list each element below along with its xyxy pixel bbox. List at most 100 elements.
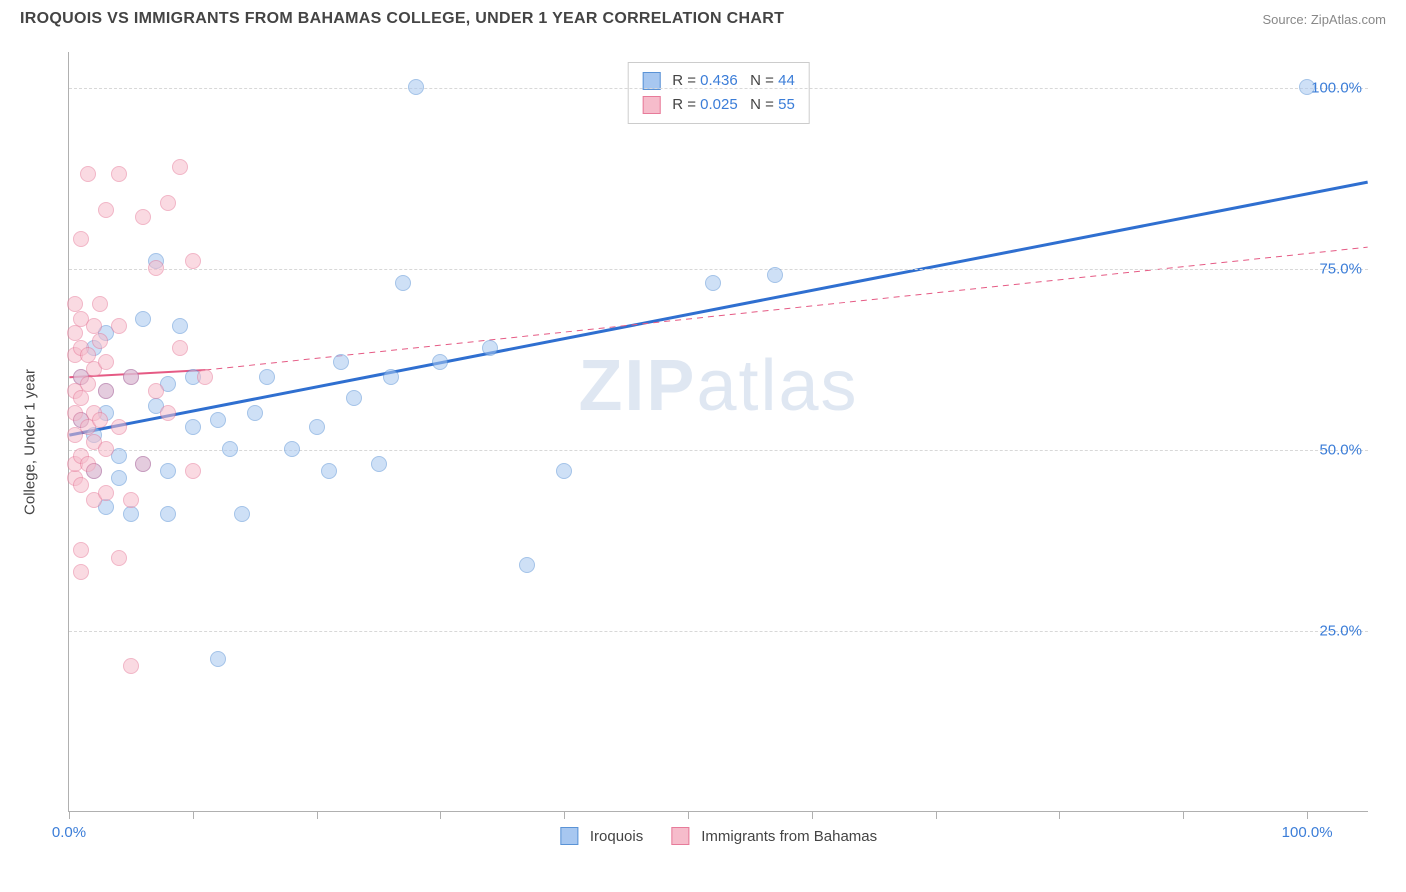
x-tick — [1059, 811, 1060, 819]
plot-area: ZIPatlas R = 0.436 N = 44R = 0.025 N = 5… — [68, 52, 1368, 812]
data-point — [111, 550, 127, 566]
legend-swatch — [642, 96, 660, 114]
data-point — [247, 405, 263, 421]
data-point — [210, 651, 226, 667]
data-point — [210, 412, 226, 428]
chart-title: IROQUOIS VS IMMIGRANTS FROM BAHAMAS COLL… — [20, 10, 784, 28]
data-point — [98, 485, 114, 501]
trend-line — [205, 247, 1367, 370]
data-point — [135, 311, 151, 327]
data-point — [92, 296, 108, 312]
data-point — [148, 260, 164, 276]
y-tick-label: 50.0% — [1319, 442, 1362, 459]
data-point — [160, 195, 176, 211]
data-point — [321, 463, 337, 479]
data-point — [73, 542, 89, 558]
data-point — [98, 383, 114, 399]
grid-line — [69, 269, 1368, 270]
x-tick — [688, 811, 689, 819]
x-tick — [317, 811, 318, 819]
legend-stat: R = 0.025 N = 55 — [672, 93, 795, 117]
data-point — [123, 369, 139, 385]
correlation-legend: R = 0.436 N = 44R = 0.025 N = 55 — [627, 62, 810, 124]
data-point — [222, 441, 238, 457]
source-attribution: Source: ZipAtlas.com — [1262, 12, 1386, 27]
data-point — [160, 463, 176, 479]
data-point — [197, 369, 213, 385]
data-point — [160, 506, 176, 522]
data-point — [333, 354, 349, 370]
data-point — [80, 166, 96, 182]
data-point — [111, 419, 127, 435]
x-tick — [812, 811, 813, 819]
data-point — [160, 405, 176, 421]
data-point — [73, 390, 89, 406]
data-point — [98, 441, 114, 457]
data-point — [383, 369, 399, 385]
legend-swatch — [560, 827, 578, 845]
data-point — [86, 463, 102, 479]
data-point — [767, 267, 783, 283]
grid-line — [69, 450, 1368, 451]
data-point — [73, 231, 89, 247]
data-point — [73, 477, 89, 493]
data-point — [135, 209, 151, 225]
data-point — [98, 202, 114, 218]
data-point — [556, 463, 572, 479]
legend-label: Iroquois — [590, 828, 643, 845]
legend-swatch — [671, 827, 689, 845]
data-point — [346, 390, 362, 406]
data-point — [234, 506, 250, 522]
trend-line — [69, 182, 1367, 435]
data-point — [73, 564, 89, 580]
series-legend: Iroquois Immigrants from Bahamas — [560, 827, 877, 845]
top-legend-row: R = 0.436 N = 44 — [642, 69, 795, 93]
data-point — [1299, 79, 1315, 95]
data-point — [92, 412, 108, 428]
data-point — [123, 506, 139, 522]
data-point — [92, 333, 108, 349]
header: IROQUOIS VS IMMIGRANTS FROM BAHAMAS COLL… — [0, 0, 1406, 34]
data-point — [185, 419, 201, 435]
y-tick-label: 75.0% — [1319, 261, 1362, 278]
grid-line — [69, 631, 1368, 632]
data-point — [111, 318, 127, 334]
watermark: ZIPatlas — [578, 345, 858, 427]
x-tick-label: 0.0% — [52, 824, 86, 841]
legend-stat: R = 0.436 N = 44 — [672, 69, 795, 93]
data-point — [705, 275, 721, 291]
data-point — [408, 79, 424, 95]
y-tick-label: 25.0% — [1319, 623, 1362, 640]
data-point — [371, 456, 387, 472]
y-axis-title: College, Under 1 year — [22, 369, 39, 515]
data-point — [432, 354, 448, 370]
data-point — [135, 456, 151, 472]
data-point — [148, 383, 164, 399]
data-point — [172, 340, 188, 356]
x-tick — [564, 811, 565, 819]
top-legend-row: R = 0.025 N = 55 — [642, 93, 795, 117]
data-point — [185, 253, 201, 269]
data-point — [80, 376, 96, 392]
data-point — [259, 369, 275, 385]
bottom-legend-item: Iroquois — [560, 827, 643, 845]
data-point — [519, 557, 535, 573]
data-point — [309, 419, 325, 435]
y-tick-label: 100.0% — [1311, 80, 1362, 97]
data-point — [172, 159, 188, 175]
x-tick-label: 100.0% — [1282, 824, 1333, 841]
chart-container: College, Under 1 year ZIPatlas R = 0.436… — [20, 42, 1386, 842]
grid-line — [69, 88, 1368, 89]
x-tick — [440, 811, 441, 819]
bottom-legend-item: Immigrants from Bahamas — [671, 827, 877, 845]
data-point — [284, 441, 300, 457]
data-point — [185, 463, 201, 479]
x-tick — [1183, 811, 1184, 819]
data-point — [111, 470, 127, 486]
data-point — [482, 340, 498, 356]
x-tick — [1307, 811, 1308, 819]
x-tick — [193, 811, 194, 819]
data-point — [123, 492, 139, 508]
data-point — [111, 166, 127, 182]
x-tick — [936, 811, 937, 819]
